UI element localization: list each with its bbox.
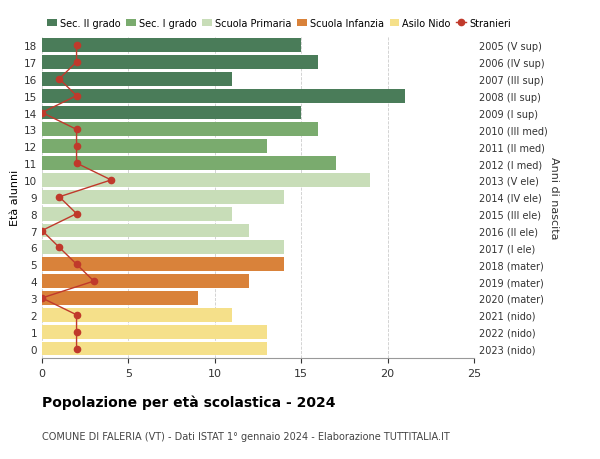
Bar bbox=[42, 325, 266, 339]
Text: COMUNE DI FALERIA (VT) - Dati ISTAT 1° gennaio 2024 - Elaborazione TUTTITALIA.IT: COMUNE DI FALERIA (VT) - Dati ISTAT 1° g… bbox=[42, 431, 450, 442]
Text: Popolazione per età scolastica - 2024: Popolazione per età scolastica - 2024 bbox=[42, 395, 335, 409]
Bar bbox=[42, 73, 232, 86]
Bar bbox=[42, 106, 301, 120]
Bar bbox=[42, 174, 370, 187]
Bar bbox=[42, 56, 319, 70]
Bar bbox=[42, 308, 232, 322]
Bar bbox=[42, 258, 284, 272]
Bar bbox=[42, 274, 250, 288]
Bar bbox=[42, 157, 336, 171]
Y-axis label: Età alunni: Età alunni bbox=[10, 169, 20, 225]
Bar bbox=[42, 190, 284, 204]
Bar bbox=[42, 90, 405, 103]
Bar bbox=[42, 241, 284, 255]
Bar bbox=[42, 140, 266, 154]
Bar bbox=[42, 39, 301, 53]
Bar bbox=[42, 342, 266, 356]
Bar bbox=[42, 207, 232, 221]
Legend: Sec. II grado, Sec. I grado, Scuola Primaria, Scuola Infanzia, Asilo Nido, Stran: Sec. II grado, Sec. I grado, Scuola Prim… bbox=[47, 19, 511, 28]
Bar bbox=[42, 291, 197, 305]
Bar bbox=[42, 123, 319, 137]
Bar bbox=[42, 224, 250, 238]
Y-axis label: Anni di nascita: Anni di nascita bbox=[549, 156, 559, 239]
